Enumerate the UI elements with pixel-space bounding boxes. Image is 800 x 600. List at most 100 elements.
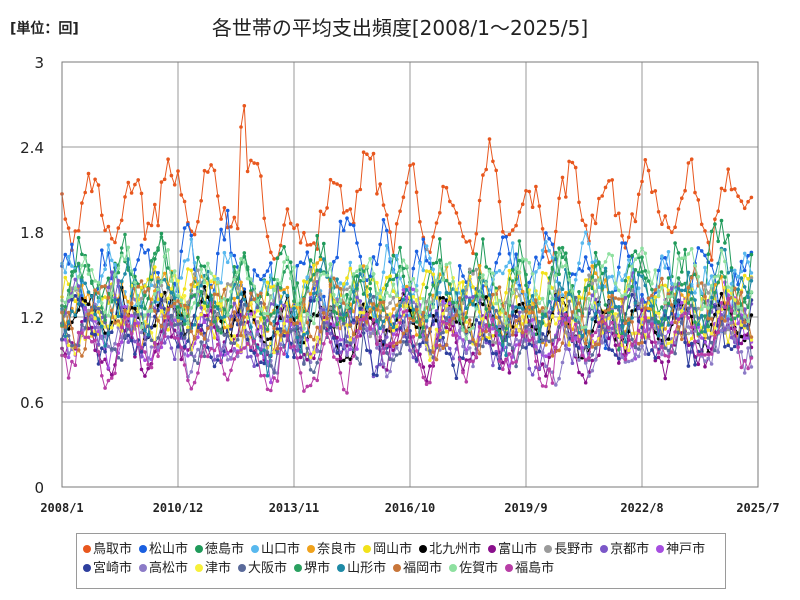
data-point [742,371,747,375]
data-point [607,347,611,351]
data-point [143,237,147,241]
data-point [328,325,333,330]
data-point [206,338,210,343]
data-point [232,301,237,306]
data-point [686,325,691,329]
data-point [391,277,396,282]
data-point [719,301,724,305]
data-point [365,264,369,269]
data-point [683,188,687,193]
data-point [295,356,300,360]
data-point [222,250,227,255]
data-point [186,267,190,271]
legend-item: 徳島市 [195,540,244,559]
data-point [673,241,677,245]
data-point [699,249,704,253]
data-point [636,253,641,257]
data-point [617,297,621,301]
data-point [388,301,392,305]
data-point [491,271,495,276]
data-point [282,352,286,356]
data-point [189,329,194,334]
data-point [381,286,386,291]
data-point [288,276,293,281]
data-point [156,318,160,323]
data-point [497,315,502,320]
data-point [192,301,197,305]
data-point [83,190,87,195]
data-point [229,314,233,319]
legend-item: 鳥取市 [83,540,132,559]
data-point [663,376,667,381]
data-point [345,353,349,358]
data-point [113,347,117,352]
data-point [716,274,720,278]
data-point [660,352,664,357]
data-point [305,312,310,316]
data-point [593,312,598,316]
data-point [133,311,137,316]
data-point [573,322,578,327]
data-point [547,322,551,327]
x-axis-ticks: 2008/1 2010/12 2013/11 2016/10 2019/9 2022/8 2… [40,501,779,515]
data-point [76,284,81,288]
data-point [345,305,349,310]
data-point [438,291,442,295]
data-point [229,356,233,360]
data-point [381,362,386,366]
data-point [371,302,376,306]
data-point [375,262,379,267]
data-point [613,213,618,218]
data-point [441,346,445,351]
data-point [666,266,671,271]
data-point [166,248,170,252]
data-point [421,310,426,315]
data-point [202,343,207,348]
data-point [159,231,164,236]
data-point [302,332,306,337]
data-point [265,387,270,392]
legend-item: 佐賀市 [449,559,498,578]
data-point [129,269,134,273]
data-point [292,306,296,311]
data-point [143,358,147,363]
data-point [438,279,442,284]
data-point [527,299,532,304]
data-point [448,301,452,306]
data-point [514,223,518,228]
data-point [501,360,505,365]
data-point [633,268,638,272]
data-point [746,305,750,310]
data-point [278,333,283,338]
data-point [686,301,691,305]
data-point [676,276,681,280]
data-point [385,368,389,372]
data-point [467,359,472,364]
data-point [424,340,429,345]
data-point [706,336,711,340]
data-point [232,341,237,346]
data-point [733,344,737,349]
data-point [172,296,177,301]
data-point [630,212,634,216]
data-point [590,281,595,286]
data-point [699,307,704,312]
data-point [524,258,528,262]
data-point [73,277,78,282]
data-point [388,369,392,374]
data-point [206,304,210,309]
data-point [70,343,74,348]
data-point [76,302,81,306]
series-layer [60,104,754,395]
data-point [703,314,707,318]
data-point [739,199,744,203]
data-point [219,359,223,363]
data-point [464,358,469,362]
data-point [315,313,320,318]
data-point [474,355,479,359]
data-point [560,341,565,345]
data-point [438,328,442,332]
data-point [640,344,644,348]
data-point [292,299,296,304]
data-point [156,223,160,228]
